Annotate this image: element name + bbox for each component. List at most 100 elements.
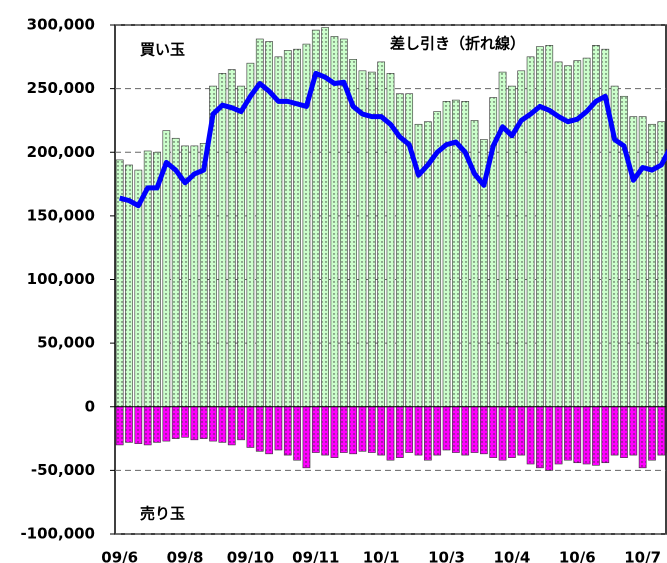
bar	[592, 406, 600, 466]
bar	[638, 406, 647, 469]
bar	[237, 406, 245, 441]
bar	[367, 406, 376, 453]
bar	[508, 406, 516, 458]
bar	[470, 406, 479, 453]
bar	[246, 406, 255, 448]
bar	[433, 406, 442, 456]
bar	[153, 406, 161, 443]
bar	[190, 145, 199, 408]
bar	[358, 70, 367, 408]
series-label: 売り玉	[140, 505, 185, 523]
bar	[536, 406, 544, 469]
line	[119, 70, 667, 209]
bar	[629, 406, 638, 456]
x-tick-label: 10/7	[624, 549, 661, 563]
bar	[377, 61, 386, 408]
bar	[330, 36, 339, 408]
bar	[255, 406, 264, 452]
bar	[321, 406, 329, 456]
bar	[209, 406, 217, 442]
bar	[414, 406, 423, 456]
bar	[367, 71, 376, 408]
x-tick-label: 10/6	[559, 549, 596, 563]
y-tick-label: 50,000	[37, 334, 95, 352]
bar	[330, 406, 339, 458]
bar	[554, 406, 563, 465]
bar	[339, 406, 348, 453]
bar	[199, 143, 208, 408]
bar	[134, 406, 143, 444]
bar	[657, 406, 666, 456]
x-tick-label: 09/6	[101, 549, 138, 563]
bar	[302, 406, 311, 469]
bar	[545, 45, 554, 408]
y-tick-label: 0	[85, 397, 95, 415]
series-label: 買い玉	[140, 41, 185, 59]
bar	[452, 406, 460, 453]
bar	[498, 406, 507, 461]
bar	[638, 116, 647, 408]
bar	[573, 406, 582, 464]
bar	[283, 406, 292, 456]
bar	[480, 406, 488, 455]
bar	[143, 406, 152, 446]
bar	[648, 406, 656, 461]
bar	[377, 406, 386, 456]
bar	[461, 406, 470, 456]
bar	[442, 406, 451, 451]
bar	[573, 60, 582, 408]
y-tick-label: 250,000	[27, 79, 95, 97]
bar	[601, 406, 610, 464]
bar	[311, 406, 320, 453]
bar	[255, 38, 264, 408]
bar	[536, 46, 544, 408]
bar	[237, 85, 245, 408]
bar	[321, 27, 329, 408]
bar	[424, 406, 432, 461]
x-tick-label: 10/4	[494, 549, 531, 563]
bar	[564, 65, 572, 408]
bar	[125, 406, 133, 443]
bar	[629, 116, 638, 408]
bar	[246, 62, 255, 408]
bar	[218, 406, 227, 443]
bar	[171, 406, 180, 439]
bar	[498, 71, 507, 408]
bar	[227, 69, 236, 408]
y-tick-label: 300,000	[27, 16, 95, 34]
y-tick-label: 150,000	[27, 206, 95, 224]
bar	[153, 151, 161, 408]
x-tick-label: 09/10	[227, 549, 274, 563]
bar	[293, 406, 301, 461]
y-tick-label: 200,000	[27, 143, 95, 161]
bar	[386, 406, 395, 461]
bar	[358, 406, 367, 452]
bar	[582, 406, 591, 465]
bar	[227, 406, 236, 446]
bar	[489, 406, 498, 458]
bar	[349, 406, 357, 455]
bar	[610, 406, 619, 456]
bar	[564, 406, 572, 461]
bar	[274, 406, 283, 451]
bar	[405, 406, 414, 453]
bar	[620, 406, 628, 458]
x-tick-label: 09/8	[167, 549, 204, 563]
bar	[274, 56, 283, 408]
bar	[199, 406, 208, 439]
y-tick-label: 100,000	[27, 270, 95, 288]
bar	[545, 406, 554, 471]
x-tick-label: 09/11	[292, 549, 339, 563]
bar	[218, 73, 227, 408]
bar	[517, 406, 526, 456]
bar	[162, 406, 171, 442]
bar	[265, 406, 273, 455]
series-label: 差し引き（折れ線）	[390, 35, 525, 53]
bar	[190, 406, 199, 441]
x-tick-label: 10/1	[363, 549, 400, 563]
x-tick-label: 10/3	[428, 549, 465, 563]
bar	[526, 406, 535, 465]
y-tick-label: -100,000	[20, 525, 95, 543]
